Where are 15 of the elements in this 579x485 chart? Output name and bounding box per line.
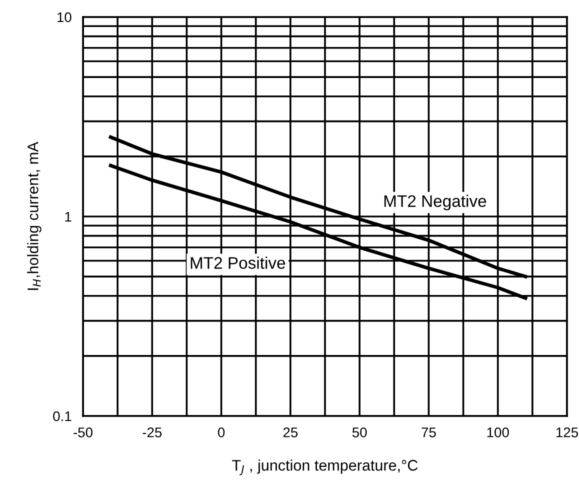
series-label: MT2 Negative [384, 194, 486, 210]
y-tick-label: 10 [58, 12, 72, 22]
x-axis-title: T$_{J}$ , junction temperature,°C [232, 460, 418, 476]
y-tick-label: 0.1 [53, 411, 72, 422]
x-tick-label: 100 [487, 427, 509, 438]
x-tick-label: 25 [283, 427, 298, 438]
x-tick-label: -50 [74, 427, 92, 438]
x-tick-label: 0 [218, 427, 225, 438]
y-axis-title: I$_{H}$,holding current, mA [27, 142, 42, 290]
y-tick-label: 1 [65, 212, 72, 222]
text: MT2 Positive [190, 256, 286, 269]
x-tick-label: 125 [556, 427, 578, 438]
x-tick-label: -25 [142, 427, 162, 438]
x-tick-label: 50 [352, 427, 367, 438]
x-tick-label: 75 [422, 428, 436, 438]
